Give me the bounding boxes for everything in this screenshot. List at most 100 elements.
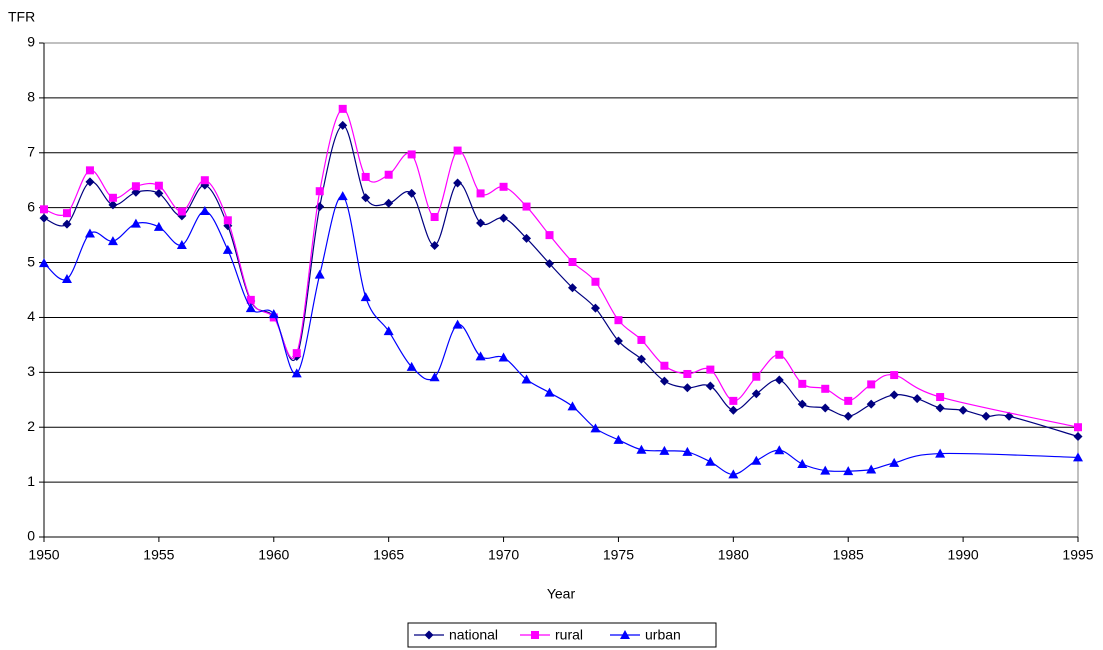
- marker: [636, 354, 646, 364]
- marker: [476, 218, 486, 228]
- marker: [590, 423, 601, 433]
- marker: [153, 221, 164, 231]
- marker: [613, 336, 623, 346]
- marker: [889, 390, 899, 400]
- marker: [315, 187, 324, 196]
- legend-box: [407, 622, 717, 648]
- marker: [659, 445, 670, 455]
- marker: [407, 188, 417, 198]
- legend-marker: [531, 631, 539, 639]
- marker: [383, 326, 394, 336]
- marker: [384, 170, 393, 179]
- marker: [522, 202, 531, 211]
- marker: [338, 104, 347, 113]
- marker: [1073, 432, 1083, 442]
- marker: [867, 380, 876, 389]
- marker: [935, 403, 945, 413]
- marker: [981, 411, 991, 421]
- marker: [682, 446, 693, 456]
- marker: [406, 361, 417, 371]
- marker: [935, 448, 946, 458]
- marker: [521, 374, 532, 384]
- marker: [843, 466, 854, 476]
- marker: [222, 244, 233, 254]
- marker: [384, 198, 394, 208]
- marker: [729, 396, 738, 405]
- marker: [728, 405, 738, 415]
- x-tick-label: 1960: [258, 547, 289, 563]
- marker: [843, 411, 853, 421]
- marker: [453, 146, 462, 155]
- x-tick-label: 1975: [603, 547, 634, 563]
- x-tick-label: 1970: [488, 547, 519, 563]
- marker: [522, 233, 532, 243]
- marker: [866, 399, 876, 409]
- marker: [452, 319, 463, 329]
- y-tick-label: 9: [27, 34, 35, 50]
- marker: [751, 389, 761, 399]
- legend-label: national: [449, 627, 498, 643]
- marker: [590, 303, 600, 313]
- y-tick-label: 7: [27, 143, 35, 159]
- marker: [752, 372, 761, 381]
- marker: [245, 303, 256, 313]
- marker: [430, 212, 439, 221]
- marker: [613, 434, 624, 444]
- marker: [200, 176, 209, 185]
- y-axis-label: TFR: [8, 9, 35, 25]
- marker: [131, 182, 140, 191]
- marker: [108, 200, 118, 210]
- y-tick-label: 3: [27, 363, 35, 379]
- y-tick-label: 1: [27, 473, 35, 489]
- x-tick-label: 1955: [143, 547, 174, 563]
- marker: [498, 352, 509, 362]
- legend-label: urban: [645, 627, 681, 643]
- marker: [890, 371, 899, 380]
- marker: [659, 376, 669, 386]
- marker: [292, 349, 301, 358]
- marker: [1073, 452, 1083, 462]
- marker: [866, 464, 877, 474]
- marker: [705, 381, 715, 391]
- marker: [637, 335, 646, 344]
- marker: [705, 456, 716, 466]
- marker: [775, 350, 784, 359]
- marker: [774, 445, 785, 455]
- marker: [361, 172, 370, 181]
- marker: [797, 399, 807, 409]
- marker: [682, 383, 692, 393]
- y-tick-label: 5: [27, 253, 35, 269]
- legend-label: rural: [555, 627, 583, 643]
- series-line: [43, 195, 1079, 476]
- marker: [199, 205, 210, 215]
- x-tick-label: 1950: [28, 547, 59, 563]
- marker: [683, 369, 692, 378]
- marker: [407, 150, 416, 159]
- x-tick-label: 1990: [948, 547, 979, 563]
- y-tick-label: 6: [27, 198, 35, 214]
- marker: [314, 269, 325, 279]
- marker: [85, 166, 94, 175]
- marker: [567, 283, 577, 293]
- marker: [475, 351, 486, 361]
- marker: [361, 193, 371, 203]
- marker: [936, 393, 945, 402]
- marker: [85, 177, 95, 187]
- marker: [912, 394, 922, 404]
- marker: [476, 189, 485, 198]
- marker: [108, 193, 117, 202]
- marker: [39, 213, 49, 223]
- y-tick-label: 0: [27, 528, 35, 544]
- marker: [62, 209, 71, 218]
- marker: [591, 277, 600, 286]
- marker: [360, 292, 371, 302]
- y-tick-label: 8: [27, 89, 35, 105]
- marker: [430, 241, 440, 251]
- marker: [223, 216, 232, 225]
- x-axis-label: Year: [547, 586, 576, 602]
- marker: [958, 405, 968, 415]
- marker: [660, 361, 669, 370]
- marker: [545, 259, 555, 269]
- marker: [544, 387, 555, 397]
